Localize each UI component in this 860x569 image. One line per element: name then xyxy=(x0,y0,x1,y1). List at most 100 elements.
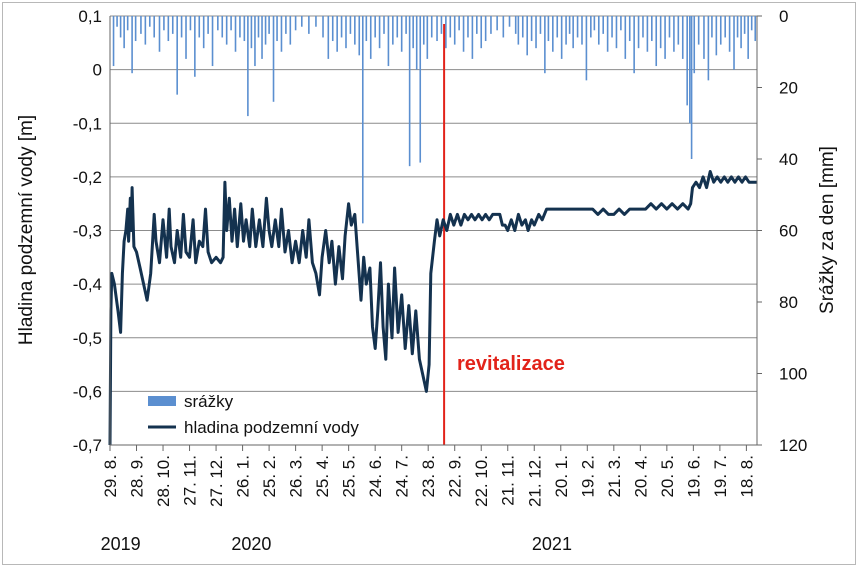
precip-bar xyxy=(453,16,456,45)
precip-bar xyxy=(651,16,653,42)
precip-bar xyxy=(358,16,361,56)
precip-bar xyxy=(315,16,317,27)
x-tick-label: 22. 9. xyxy=(446,455,465,498)
x-tick-label: 27. 11. xyxy=(181,455,200,506)
y-left-tick-label: 0,1 xyxy=(78,7,102,26)
precip-bar xyxy=(361,16,364,224)
precip-bar xyxy=(440,16,443,34)
precip-bar xyxy=(308,16,310,34)
precip-bar xyxy=(733,16,735,70)
precip-bar xyxy=(664,16,666,59)
precip-bar xyxy=(254,16,256,67)
precip-bar xyxy=(144,16,147,45)
precip-bar xyxy=(140,16,142,34)
precip-bar xyxy=(530,16,533,42)
precip-bar xyxy=(535,16,537,49)
precip-bar xyxy=(415,16,418,70)
precip-bar xyxy=(148,16,151,27)
precip-bar xyxy=(581,16,583,45)
precip-bar xyxy=(340,16,343,38)
precip-bar xyxy=(285,16,287,34)
precip-bar xyxy=(119,16,122,38)
precip-bar xyxy=(754,16,757,42)
year-label: 2019 xyxy=(101,534,141,554)
x-tick-label: 23. 8. xyxy=(419,455,438,498)
x-tick-label: 18. 8. xyxy=(737,455,756,498)
precip-bar xyxy=(230,16,232,31)
precip-bar xyxy=(378,16,381,49)
precip-bar xyxy=(221,16,224,38)
precip-bar xyxy=(590,16,592,38)
precip-bar xyxy=(624,16,627,59)
precip-bar xyxy=(112,16,115,67)
precip-bar xyxy=(322,16,324,38)
y-left-tick-label: -0,7 xyxy=(73,436,102,455)
precip-bar xyxy=(436,16,438,42)
y-left-tick-label: -0,1 xyxy=(73,114,102,133)
precip-bar xyxy=(736,16,739,38)
x-tick-label: 25. 2. xyxy=(260,455,279,498)
precip-bar xyxy=(620,16,622,31)
precip-bar xyxy=(476,16,478,34)
precip-bar xyxy=(365,16,368,42)
precip-bar xyxy=(301,16,303,27)
precip-bar xyxy=(374,16,376,38)
x-tick-label: 26. 1. xyxy=(234,455,253,498)
precip-bar xyxy=(576,16,579,38)
legend: srážky hladina podzemní vody xyxy=(148,392,359,437)
precip-bar xyxy=(747,16,749,59)
legend-precip-label: srážky xyxy=(184,392,234,411)
y-right-tick-label: 40 xyxy=(779,150,798,169)
precip-bar xyxy=(289,16,292,45)
y-right-tick-label: 20 xyxy=(779,79,798,98)
x-tick-label: 20. 4. xyxy=(631,455,650,498)
precip-bar xyxy=(668,16,671,38)
precip-bar xyxy=(743,16,746,34)
precip-bar xyxy=(681,16,684,59)
precip-bar xyxy=(467,16,469,38)
precip-bar xyxy=(163,16,165,31)
year-label: 2021 xyxy=(532,534,572,554)
precip-bar xyxy=(646,16,649,52)
precip-bar xyxy=(544,16,546,74)
groundwater-line-group xyxy=(108,170,757,446)
precip-bar xyxy=(369,16,372,59)
precip-bar xyxy=(724,16,726,38)
precip-bar xyxy=(556,16,559,38)
y-right-axis-title: Srážky za den [mm] xyxy=(817,146,838,314)
precip-bar xyxy=(211,16,214,67)
precip-bar xyxy=(272,16,275,102)
precip-bar xyxy=(552,16,554,52)
precip-bar xyxy=(711,16,713,38)
groundwater-line xyxy=(108,170,757,446)
x-tick-label: 20. 5. xyxy=(658,455,677,498)
y-left-tick-label: -0,4 xyxy=(73,275,102,294)
y-left-tick-label: 0 xyxy=(93,61,102,80)
x-tick-label: 21. 12. xyxy=(525,455,544,507)
precip-bar xyxy=(677,16,680,45)
precip-bar xyxy=(659,16,662,49)
x-tick-label: 28. 10. xyxy=(154,455,173,507)
precip-bar xyxy=(264,16,267,45)
precip-bar xyxy=(565,16,567,45)
precip-bar xyxy=(606,16,609,52)
precip-bar xyxy=(158,16,161,52)
x-tick-label: 24. 6. xyxy=(366,455,385,498)
y-right-tick-label: 80 xyxy=(779,293,798,312)
precip-bar xyxy=(207,16,209,34)
precip-bar xyxy=(637,16,640,49)
precip-bar xyxy=(412,16,414,49)
precip-bar xyxy=(185,16,187,59)
precip-bar xyxy=(327,16,330,59)
precip-bar xyxy=(526,16,528,56)
y-left-tick-label: -0,3 xyxy=(73,222,102,241)
precip-bar xyxy=(462,16,465,52)
precip-bar xyxy=(593,16,596,31)
precip-bar xyxy=(750,16,753,31)
y-left-tick-label: -0,6 xyxy=(73,382,102,401)
right-axis-ticks: 0 20 40 60 80 100 120 xyxy=(757,7,807,455)
precip-bar xyxy=(445,16,447,49)
precip-bar xyxy=(131,16,133,74)
